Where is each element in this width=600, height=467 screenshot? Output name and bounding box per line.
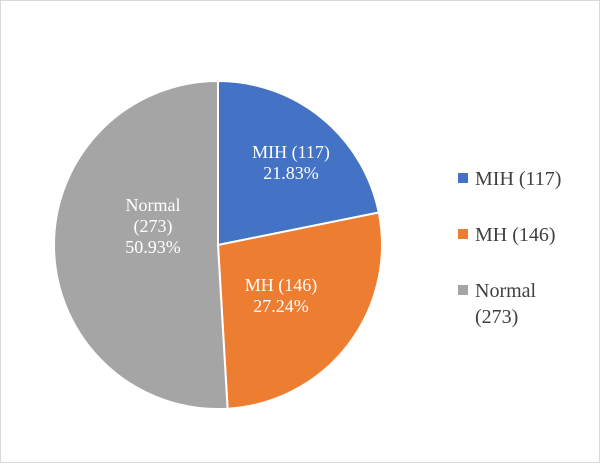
legend-label-2-line-0: Normal: [475, 280, 537, 302]
slice-label-2-line-2: 50.93%: [125, 237, 181, 257]
slice-label-2-line-0: Normal: [126, 195, 181, 215]
legend: MIH (117) MH (146) Normal (273): [458, 168, 561, 328]
legend-swatch-2: [458, 285, 468, 295]
pie-slice-0: [217, 79, 380, 247]
slice-label-1-line-0: MH (146): [245, 275, 318, 296]
slice-labels: MIH (117)21.83% MH (146)27.24% Normal(273)…: [125, 142, 330, 316]
legend-label-1-line-0: MH (146): [475, 224, 556, 246]
slice-label-2-line-1: (273): [134, 216, 173, 237]
slice-label-1-line-1: 27.24%: [253, 296, 309, 316]
legend-swatch-0: [458, 173, 468, 183]
slice-label-0-line-0: MIH (117): [252, 142, 330, 163]
legend-swatch-1: [458, 229, 468, 239]
pie-slice-2: [53, 79, 229, 410]
legend-label-2-line-1: (273): [475, 306, 518, 328]
pie-slice-1: [216, 211, 383, 410]
slice-label-0-line-1: 21.83%: [263, 163, 319, 183]
legend-label-0-line-0: MIH (117): [475, 168, 561, 190]
pie-slices: [53, 79, 383, 410]
